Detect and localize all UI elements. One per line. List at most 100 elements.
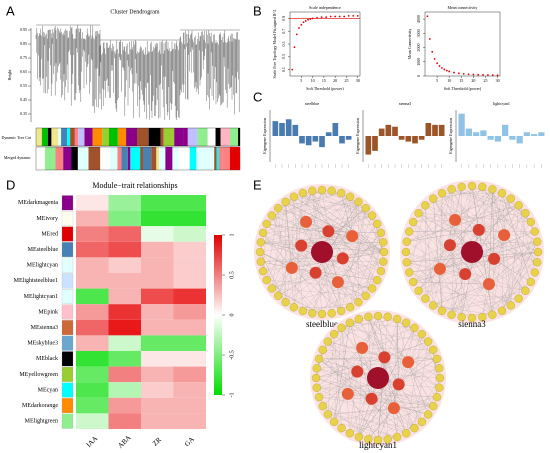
node	[376, 267, 386, 276]
edge	[413, 221, 443, 311]
edge	[455, 219, 539, 253]
module-label: MEyellowgreen	[19, 372, 58, 378]
edge	[266, 223, 385, 253]
node	[298, 306, 307, 316]
node	[379, 257, 388, 266]
module-strip	[126, 128, 137, 146]
edge	[285, 201, 385, 253]
bar	[279, 123, 285, 136]
node	[429, 301, 438, 310]
node	[402, 237, 411, 246]
edge	[492, 189, 519, 206]
edge	[482, 186, 538, 263]
hub-node	[365, 392, 378, 405]
y-tick-label: 0.5	[281, 42, 286, 47]
node	[345, 303, 355, 312]
node	[330, 417, 339, 426]
heat-cell	[173, 335, 206, 351]
heat-cell	[173, 241, 206, 258]
module-label: MElightgreen	[25, 419, 58, 425]
colorbar-label: -0.5	[229, 350, 235, 360]
edge	[341, 327, 350, 434]
edge	[312, 190, 329, 232]
heat-cell	[141, 319, 174, 336]
module-strip	[108, 128, 118, 146]
module-strip	[207, 128, 216, 146]
module-swatch	[61, 413, 74, 429]
point	[334, 15, 337, 18]
edge	[492, 189, 511, 306]
edge	[488, 262, 538, 285]
edge	[449, 245, 503, 311]
node	[337, 424, 346, 433]
module-swatch	[61, 242, 74, 258]
edge	[451, 241, 538, 315]
node	[432, 393, 442, 402]
point	[431, 50, 434, 53]
module-swatch	[61, 367, 74, 382]
edge	[449, 231, 535, 246]
heat-cell	[173, 273, 206, 289]
node	[497, 189, 507, 198]
edge	[327, 408, 394, 415]
edge	[501, 241, 538, 311]
point	[482, 73, 484, 76]
point	[436, 62, 438, 65]
edge	[408, 362, 434, 407]
module-strip	[159, 147, 166, 170]
node	[530, 227, 539, 236]
x-tick-label: 25	[344, 78, 348, 83]
point	[496, 74, 499, 77]
edge	[488, 189, 493, 285]
edge	[318, 358, 372, 399]
node	[478, 182, 487, 191]
edge	[418, 186, 483, 291]
node	[373, 219, 382, 229]
edge	[362, 327, 415, 348]
point	[316, 16, 318, 19]
bar	[305, 136, 312, 146]
edge	[293, 196, 385, 253]
module-label: MEsteelblue	[28, 247, 59, 253]
point	[472, 73, 475, 76]
heat-cell	[76, 382, 109, 398]
node	[314, 393, 324, 402]
edge	[328, 231, 359, 303]
node	[401, 247, 411, 257]
edge	[271, 196, 351, 289]
hub-node	[351, 365, 364, 378]
hub-node	[322, 225, 335, 238]
module-strip	[51, 128, 59, 146]
node	[314, 354, 324, 363]
edge	[413, 251, 539, 283]
node	[533, 237, 542, 246]
node	[258, 267, 268, 276]
module-strip	[215, 128, 221, 146]
edge	[315, 349, 323, 379]
bar	[523, 132, 530, 136]
heat-cell	[76, 210, 109, 227]
module-strip	[197, 128, 208, 146]
node	[345, 192, 355, 201]
x-tick-label: 25	[483, 78, 487, 83]
module-strip	[178, 147, 190, 170]
node	[361, 291, 370, 300]
edge	[425, 298, 452, 315]
edge	[451, 189, 538, 242]
point	[443, 68, 446, 71]
heat-cell	[108, 195, 141, 211]
edge	[442, 290, 526, 311]
bar	[516, 136, 523, 144]
network	[310, 310, 446, 446]
edge	[342, 201, 359, 259]
y-tick-label: 3000	[416, 29, 421, 37]
heat-cell	[108, 413, 141, 429]
edge	[358, 347, 363, 437]
node	[432, 354, 442, 363]
edge	[285, 280, 378, 303]
bar	[319, 136, 325, 148]
node	[429, 345, 438, 355]
edge	[425, 189, 452, 299]
bar	[272, 121, 279, 136]
